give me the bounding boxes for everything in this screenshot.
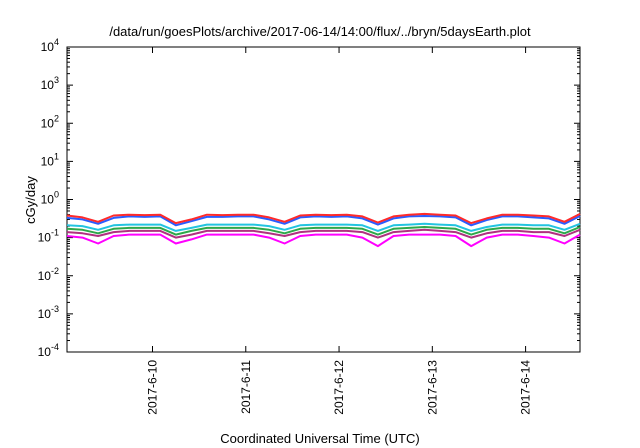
y-tick-label: 102 <box>41 113 59 130</box>
series-line-1 <box>66 212 581 225</box>
x-tick-label: 2017-6-14 <box>519 360 533 415</box>
y-tick-label: 10-1 <box>38 228 59 245</box>
plot-frame <box>66 46 581 353</box>
x-tick-label: 2017-6-13 <box>425 360 439 415</box>
y-tick-label: 103 <box>41 75 59 92</box>
y-tick-label: 101 <box>41 151 59 168</box>
series-line-6 <box>66 233 581 248</box>
x-axis-label: Coordinated Universal Time (UTC) <box>220 431 420 446</box>
y-tick-label: 10-2 <box>38 266 59 283</box>
x-tick-label: 2017-6-11 <box>239 360 253 414</box>
series-line-4 <box>66 226 581 236</box>
y-tick-label: 10-4 <box>38 342 59 359</box>
y-axis-label: cGy/day <box>23 176 38 224</box>
y-tick-label: 100 <box>41 190 59 207</box>
series-line-3 <box>66 222 581 232</box>
chart-title: /data/run/goesPlots/archive/2017-06-14/1… <box>109 24 531 39</box>
x-tick-label: 2017-6-10 <box>146 360 160 415</box>
y-tick-label: 104 <box>41 37 59 54</box>
x-tick-label: 2017-6-12 <box>332 360 346 415</box>
y-tick-label: 10-3 <box>38 304 59 321</box>
series-line-2 <box>66 215 581 227</box>
series-line-5 <box>66 228 581 239</box>
